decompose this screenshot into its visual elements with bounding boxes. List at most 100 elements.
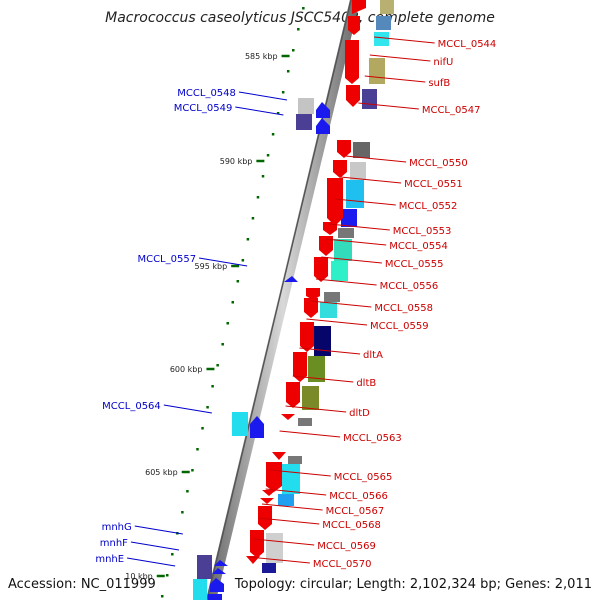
gene-arrow[interactable] <box>346 85 360 107</box>
gene-name: MCCL_0548 <box>177 88 236 99</box>
forward-gene-label[interactable]: nifU <box>369 54 454 68</box>
gene-box[interactable] <box>320 302 337 318</box>
gene-arrow[interactable] <box>286 382 300 408</box>
gene-box[interactable] <box>374 32 389 46</box>
gene-arrow[interactable] <box>214 560 228 566</box>
forward-gene-label[interactable]: MCCL_0559 <box>306 318 429 332</box>
gene-box[interactable] <box>298 418 312 426</box>
gene-box[interactable] <box>376 16 391 30</box>
gene-box[interactable] <box>350 162 366 180</box>
gene-arrow[interactable] <box>250 530 264 558</box>
gene-arrow[interactable] <box>300 322 314 352</box>
forward-gene-label[interactable]: MCCL_0550 <box>345 155 468 169</box>
reverse-gene-label[interactable]: MCCL_0564 <box>102 401 212 414</box>
tick-mark: 590 kbp <box>220 157 265 166</box>
gene-box[interactable] <box>288 456 302 464</box>
reverse-gene-label[interactable]: MCCL_0548 <box>177 88 288 101</box>
gene-box[interactable] <box>193 579 207 600</box>
gene-box[interactable] <box>362 89 377 109</box>
gene-arrow[interactable] <box>316 118 330 134</box>
forward-gene-label[interactable]: MCCL_0558 <box>310 300 433 314</box>
gene-arrow[interactable] <box>262 490 276 496</box>
track-dot <box>246 238 250 241</box>
forward-gene-label[interactable]: MCCL_0566 <box>265 488 388 502</box>
gene-arrow[interactable] <box>306 288 320 300</box>
track-dot <box>171 553 174 556</box>
forward-gene-label[interactable]: MCCL_0552 <box>335 198 457 212</box>
forward-gene-label[interactable]: MCCL_0553 <box>329 223 451 237</box>
gene-box[interactable] <box>324 292 340 302</box>
gene-arrow[interactable] <box>327 178 343 226</box>
gene-arrow[interactable] <box>316 102 330 118</box>
gene-arrow[interactable] <box>210 578 224 592</box>
gene-arrow[interactable] <box>319 236 333 256</box>
forward-gene-label[interactable]: MCCL_0551 <box>340 176 463 190</box>
gene-arrow[interactable] <box>284 276 298 282</box>
gene-arrow[interactable] <box>260 498 274 504</box>
forward-gene-labels: MCCL_0544 nifU sufB MCCL_0547 MCCL_0550 MCCL_… <box>249 36 496 570</box>
forward-gene-label[interactable]: MCCL_0570 <box>249 556 372 570</box>
reverse-gene-label[interactable]: mnhF <box>100 538 180 551</box>
reverse-gene-glyphs <box>193 98 330 600</box>
gene-arrow[interactable] <box>304 298 318 318</box>
gene-box[interactable] <box>282 464 300 494</box>
gene-arrow[interactable] <box>258 506 272 530</box>
forward-gene-label[interactable]: MCCL_0569 <box>253 538 376 552</box>
forward-gene-label[interactable]: MCCL_0547 <box>358 102 480 116</box>
forward-gene-label[interactable]: sufB <box>364 75 451 89</box>
gene-box[interactable] <box>346 180 364 208</box>
forward-gene-label[interactable]: MCCL_0544 <box>374 36 496 50</box>
gene-arrow[interactable] <box>212 568 226 574</box>
forward-gene-label[interactable]: dltB <box>292 375 377 389</box>
forward-gene-label[interactable]: MCCL_0554 <box>325 238 448 252</box>
gene-arrow[interactable] <box>345 40 359 84</box>
gene-box[interactable] <box>331 261 348 281</box>
gene-box[interactable] <box>197 555 212 579</box>
gene-box[interactable] <box>338 228 354 238</box>
gene-box[interactable] <box>380 0 394 14</box>
gene-box[interactable] <box>353 142 370 158</box>
gene-box[interactable] <box>296 114 312 130</box>
forward-gene-label[interactable]: MCCL_0556 <box>315 278 438 292</box>
gene-box[interactable] <box>298 98 314 114</box>
reverse-gene-label[interactable]: mnhG <box>102 522 183 535</box>
reverse-gene-label[interactable]: MCCL_0549 <box>174 103 284 116</box>
gene-arrow[interactable] <box>281 414 295 420</box>
reverse-gene-label[interactable]: mnhE <box>95 554 176 567</box>
gene-box[interactable] <box>341 209 357 227</box>
gene-name: dltD <box>349 408 370 419</box>
gene-arrow[interactable] <box>337 140 351 158</box>
gene-arrow[interactable] <box>250 416 264 438</box>
track-dot <box>271 133 275 136</box>
reverse-gene-label[interactable]: MCCL_0557 <box>137 254 248 267</box>
forward-gene-label[interactable]: dltD <box>285 405 371 419</box>
gene-name: MCCL_0555 <box>385 259 444 270</box>
gene-arrow[interactable] <box>314 257 328 282</box>
track-dot <box>216 364 219 367</box>
gene-box[interactable] <box>278 494 294 506</box>
forward-gene-label[interactable]: MCCL_0565 <box>270 469 392 483</box>
forward-gene-label[interactable]: MCCL_0568 <box>258 517 381 531</box>
gene-name: MCCL_0550 <box>409 158 468 169</box>
gene-box[interactable] <box>262 563 276 573</box>
gene-arrow[interactable] <box>323 222 337 235</box>
gene-box[interactable] <box>232 412 248 436</box>
gene-arrow[interactable] <box>272 452 286 460</box>
gene-box[interactable] <box>302 386 319 410</box>
forward-gene-label[interactable]: dltA <box>299 347 383 361</box>
gene-name: dltA <box>363 350 383 361</box>
forward-gene-label[interactable]: MCCL_0555 <box>321 256 444 270</box>
gene-arrow[interactable] <box>348 16 360 35</box>
gene-arrow[interactable] <box>208 594 222 600</box>
gene-box[interactable] <box>314 326 331 356</box>
gene-box[interactable] <box>334 239 352 261</box>
forward-gene-label[interactable]: MCCL_0567 <box>261 503 384 517</box>
gene-arrow[interactable] <box>352 0 366 14</box>
forward-gene-label[interactable]: MCCL_0563 <box>279 430 402 444</box>
gene-box[interactable] <box>308 356 325 382</box>
gene-box[interactable] <box>369 58 385 84</box>
gene-arrow[interactable] <box>293 352 307 382</box>
gene-arrow[interactable] <box>333 160 347 178</box>
gene-arrow[interactable] <box>266 462 282 492</box>
